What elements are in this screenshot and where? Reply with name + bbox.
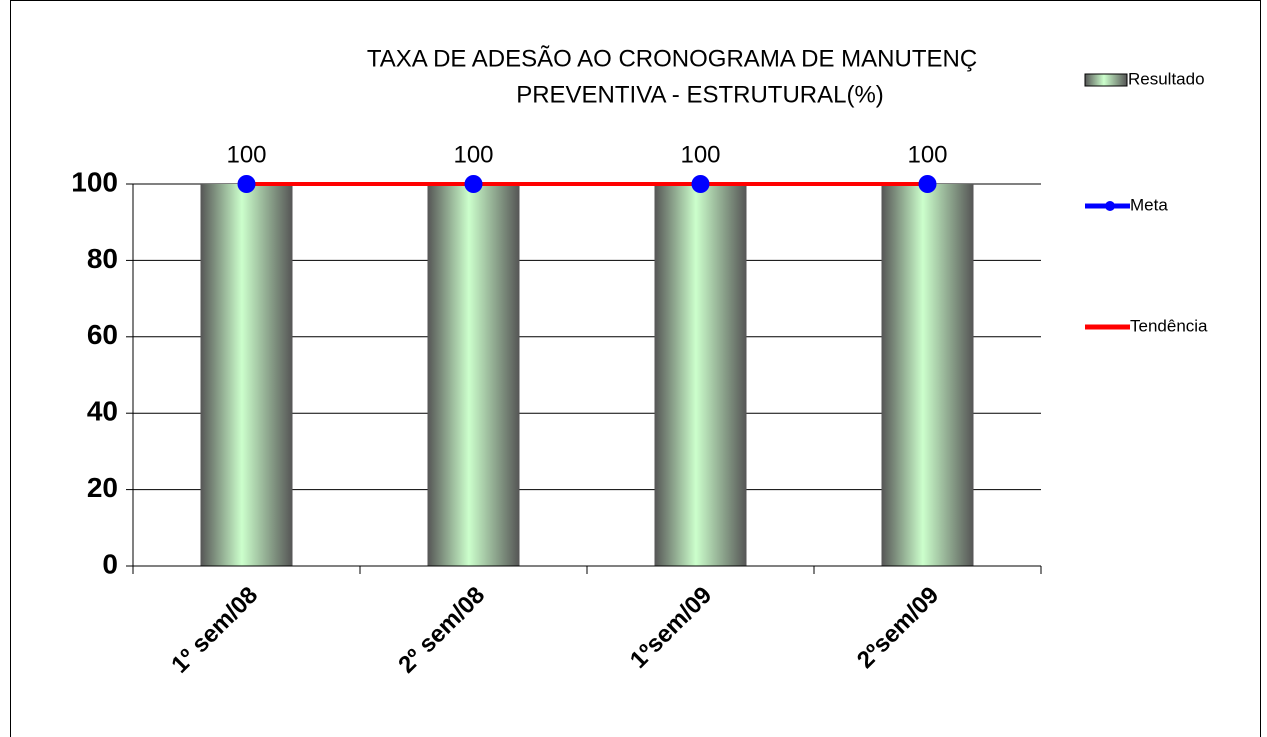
y-tick-label: 80 bbox=[87, 243, 118, 274]
data-label: 100 bbox=[680, 141, 720, 168]
data-label: 100 bbox=[226, 141, 266, 168]
marker bbox=[691, 175, 710, 193]
marker bbox=[237, 175, 256, 193]
y-tick-label: 20 bbox=[87, 472, 118, 503]
bar bbox=[881, 184, 974, 566]
bar bbox=[427, 184, 520, 566]
data-label: 100 bbox=[907, 141, 947, 168]
y-tick-label: 100 bbox=[71, 166, 118, 197]
legend-label: Tendência bbox=[1130, 316, 1208, 335]
legend-label: Resultado bbox=[1128, 69, 1205, 88]
legend-label: Meta bbox=[1130, 195, 1168, 214]
legend-swatch bbox=[1084, 73, 1128, 87]
y-tick-label: 0 bbox=[102, 548, 118, 579]
y-tick-label: 40 bbox=[87, 396, 118, 427]
chart-title: PREVENTIVA - ESTRUTURAL(%) bbox=[516, 81, 884, 108]
data-label: 100 bbox=[453, 141, 493, 168]
chart-title: TAXA DE ADESÃO AO CRONOGRAMA DE MANUTENÇ bbox=[367, 45, 977, 72]
bar bbox=[200, 184, 293, 566]
marker bbox=[918, 175, 937, 193]
legend-marker bbox=[1105, 201, 1115, 211]
marker bbox=[464, 175, 483, 193]
y-tick-label: 60 bbox=[87, 319, 118, 350]
bar bbox=[654, 184, 747, 566]
